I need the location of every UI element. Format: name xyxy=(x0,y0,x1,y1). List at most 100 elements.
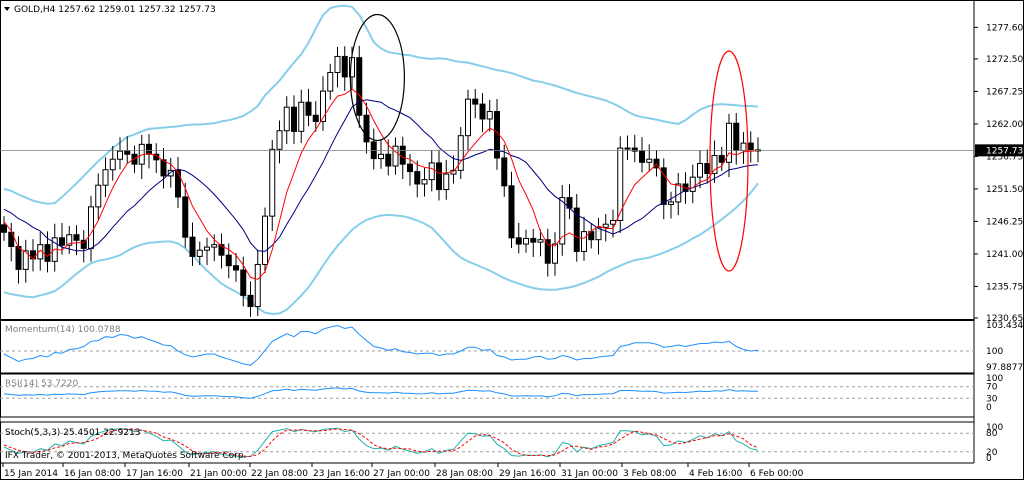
candle-bear xyxy=(291,106,297,132)
candle-bull xyxy=(88,206,94,249)
candle-bear xyxy=(414,171,421,185)
rsi-y-tick-label: 100 xyxy=(986,374,1003,384)
candle-bull xyxy=(689,176,696,192)
candle-bull xyxy=(298,101,305,132)
candle-bull xyxy=(624,147,631,150)
candle-bull xyxy=(204,246,210,251)
y-tick-label: 1230.65 xyxy=(986,314,1023,324)
y-tick-label: 1277.60 xyxy=(986,23,1023,33)
candle-bear xyxy=(44,244,51,262)
candle-bear xyxy=(747,142,754,151)
y-tick-label: 1246.25 xyxy=(986,217,1023,227)
candle-bull xyxy=(283,106,290,132)
y-tick-label: 1262.00 xyxy=(986,120,1023,130)
candle-bear xyxy=(1,224,7,233)
candle-bear xyxy=(218,244,225,256)
candle-bear xyxy=(59,237,65,246)
x-tick-label: 3 Feb 08:00 xyxy=(623,469,677,479)
rsi-y-tick-label: 70 xyxy=(986,383,998,393)
candle-bull xyxy=(617,147,624,221)
highlight-ellipse-recent xyxy=(709,50,749,272)
candle-bull xyxy=(668,201,674,205)
candle-bear xyxy=(544,239,551,264)
candle-bear xyxy=(436,162,442,191)
x-tick-label: 15 Jan 2014 xyxy=(4,469,58,479)
candle-bear xyxy=(247,294,254,308)
candle-bear xyxy=(385,153,392,167)
x-tick-label: 29 Jan 16:00 xyxy=(499,469,556,479)
candle-bull xyxy=(276,130,283,150)
candle-bull xyxy=(428,162,435,181)
candle-bear xyxy=(189,236,196,257)
candle-bear xyxy=(312,114,319,122)
candle-bull xyxy=(552,243,558,264)
rsi-y-tick-label: 0 xyxy=(986,403,992,413)
stoch-y-tick-label: 0 xyxy=(986,454,992,464)
highlight-ellipse-peak xyxy=(349,13,405,142)
y-tick-label: 1235.75 xyxy=(986,282,1023,292)
candle-bull xyxy=(102,169,109,186)
x-tick-label: 6 Feb 00:00 xyxy=(750,469,804,479)
stoch-y-tick-label: 100 xyxy=(986,423,1003,433)
candle-bear xyxy=(15,245,22,270)
candle-bull xyxy=(726,122,732,163)
candle-bull xyxy=(559,197,566,245)
candle-bear xyxy=(124,150,131,155)
stoch-y-tick-label: 20 xyxy=(986,448,998,458)
rsi-y-tick-label: 30 xyxy=(986,394,998,404)
candle-bull xyxy=(22,250,29,270)
x-tick-label: 28 Jan 08:00 xyxy=(436,469,493,479)
dropdown-triangle-icon[interactable] xyxy=(4,7,10,11)
candle-bear xyxy=(733,122,740,152)
candle-bull xyxy=(465,98,471,137)
copyright-footer: IFX Trader, © 2001-2013, MetaQuotes Soft… xyxy=(5,451,246,461)
bollinger-lower-band xyxy=(3,182,759,316)
candle-bear xyxy=(146,143,152,155)
moving-average-fast xyxy=(3,88,759,280)
y-tick-label: 1256.75 xyxy=(986,152,1023,162)
moving-average-slow xyxy=(3,99,759,252)
candle-bear xyxy=(225,254,232,267)
x-tick-label: 16 Jan 08:00 xyxy=(64,469,121,479)
momentum-title: Momentum(14) 100.0788 xyxy=(5,325,121,335)
stoch-title: Stoch(5,3,3) 25.4501 22.9213 xyxy=(5,428,140,438)
candle-bear xyxy=(407,163,413,173)
x-tick-label: 23 Jan 16:00 xyxy=(313,469,370,479)
y-tick-label: 1267.25 xyxy=(986,87,1023,97)
candle-bull xyxy=(254,263,261,308)
candle-bear xyxy=(718,154,725,163)
candle-bull xyxy=(421,179,428,185)
current-price-label: 1257.73 xyxy=(986,146,1023,156)
y-tick-label: 1251.50 xyxy=(986,185,1023,195)
candle-bull xyxy=(392,145,399,167)
candle-bear xyxy=(515,237,522,245)
candle-bear xyxy=(508,185,515,239)
candle-bull xyxy=(602,223,609,228)
x-tick-label: 21 Jan 00:00 xyxy=(190,469,247,479)
candle-bull xyxy=(378,153,384,160)
momentum-y-tick-label: 97.8877 xyxy=(986,363,1023,373)
candle-bull xyxy=(117,150,123,160)
candle-bear xyxy=(704,163,711,174)
candle-bear xyxy=(240,269,247,296)
candle-bull xyxy=(443,173,450,191)
candle-bear xyxy=(80,239,87,249)
candle-bull xyxy=(740,142,747,152)
chart-title: GOLD,H4 1257.62 1259.01 1257.32 1257.73 xyxy=(14,5,216,15)
momentum-line xyxy=(3,324,708,366)
candle-bull xyxy=(196,249,203,257)
candle-bear xyxy=(399,145,406,165)
momentum-y-tick-label: 100 xyxy=(986,347,1003,357)
y-tick-label: 1272.50 xyxy=(986,55,1023,65)
momentum-line-tail xyxy=(707,340,759,352)
stoch-signal-line xyxy=(3,428,759,457)
candle-bull xyxy=(646,158,653,163)
candle-bear xyxy=(160,159,167,177)
candle-bear xyxy=(479,103,486,120)
stoch-y-tick-label: 80 xyxy=(986,429,998,439)
panel-separator xyxy=(0,416,975,423)
candle-bear xyxy=(472,98,479,105)
x-tick-label: 17 Jan 16:00 xyxy=(126,469,183,479)
